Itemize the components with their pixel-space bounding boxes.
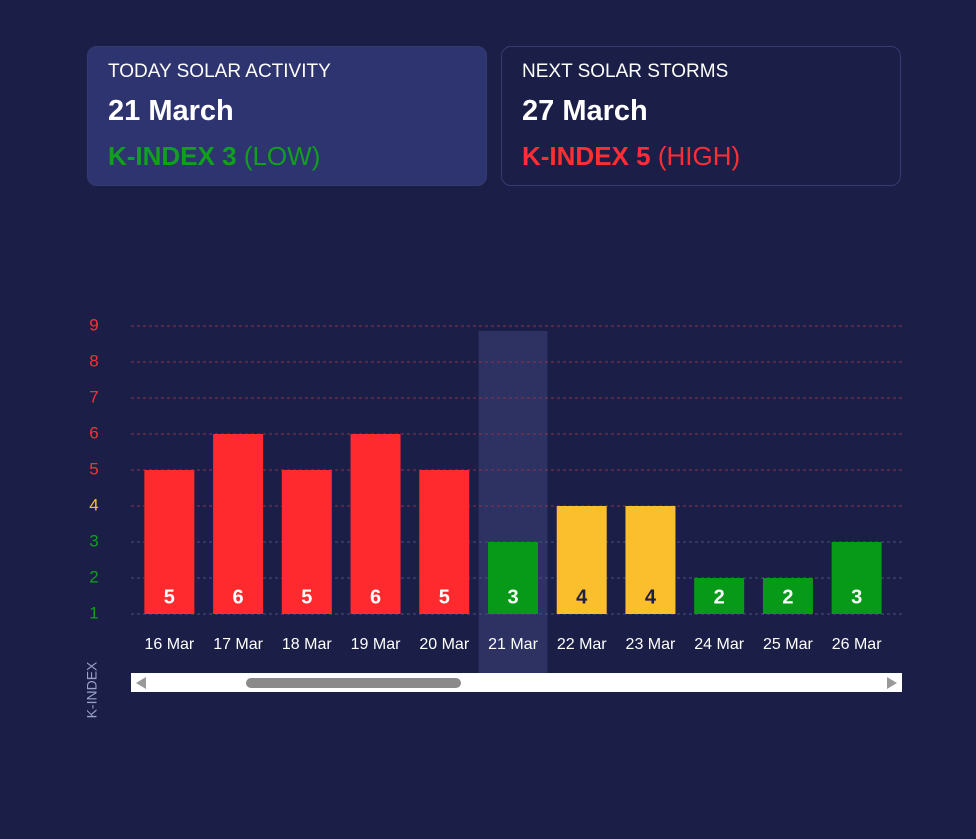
card-date: 21 March — [108, 95, 234, 127]
level: (HIGH) — [657, 141, 741, 171]
y-tick-label: 2 — [89, 567, 98, 586]
scroll-thumb[interactable] — [246, 678, 461, 688]
card-index: K-INDEX 3 (LOW) — [108, 141, 320, 172]
y-tick-label: 9 — [89, 315, 98, 334]
value-label: 5 — [439, 586, 450, 608]
value-label: 4 — [576, 586, 588, 608]
index: K-INDEX 3 — [108, 141, 237, 171]
y-tick-label: 4 — [89, 495, 98, 514]
value-label: 2 — [714, 586, 725, 608]
level: (LOW) — [243, 141, 321, 171]
y-tick-label: 8 — [89, 351, 98, 370]
today-card: TODAY SOLAR ACTIVITY 21 March K-INDEX 3 … — [87, 46, 487, 186]
card-date: 27 March — [522, 95, 648, 127]
bar — [831, 542, 882, 614]
value-label: 2 — [782, 586, 793, 608]
value-label: 3 — [851, 586, 862, 608]
y-tick-label: 6 — [89, 423, 98, 442]
bar — [213, 434, 264, 614]
value-label: 5 — [164, 586, 175, 608]
bar — [419, 470, 470, 614]
value-label: 4 — [645, 586, 657, 608]
y-tick-label: 3 — [89, 531, 98, 550]
value-label: 6 — [233, 586, 244, 608]
bar — [144, 470, 195, 614]
card-title: NEXT SOLAR STORMS — [522, 61, 729, 82]
index: K-INDEX 5 — [522, 141, 651, 171]
card-title: TODAY SOLAR ACTIVITY — [108, 61, 331, 82]
next-card: NEXT SOLAR STORMS 27 March K-INDEX 5 (HI… — [501, 46, 901, 186]
value-label: 6 — [370, 586, 381, 608]
highlight-band — [478, 331, 548, 675]
bar — [488, 542, 538, 614]
y-tick-label: 5 — [89, 459, 98, 478]
bar — [762, 578, 813, 614]
bar — [281, 470, 332, 614]
page: TODAY SOLAR ACTIVITY 21 March K-INDEX 3 … — [83, 46, 902, 719]
y-tick-label: 7 — [89, 387, 98, 406]
y-axis-label: K-INDEX — [84, 661, 100, 718]
y-tick-label: 1 — [89, 603, 98, 622]
value-label: 5 — [301, 586, 312, 608]
bar — [694, 578, 745, 614]
value-label: 3 — [507, 586, 518, 608]
bar — [350, 434, 401, 614]
card-index: K-INDEX 5 (HIGH) — [522, 141, 740, 172]
bar — [556, 506, 607, 614]
bar — [625, 506, 676, 614]
